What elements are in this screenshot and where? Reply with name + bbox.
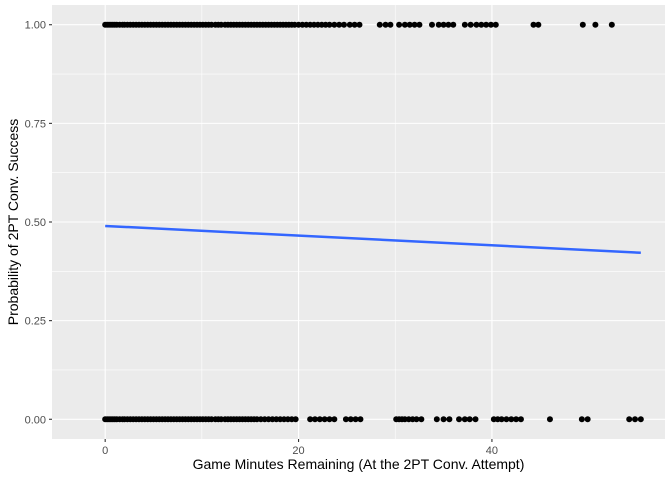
data-point bbox=[387, 21, 394, 28]
data-point bbox=[608, 21, 615, 28]
data-points bbox=[102, 21, 644, 423]
x-axis: 0 20 40 bbox=[102, 439, 498, 457]
data-point bbox=[578, 416, 585, 423]
y-tick-label: 0.00 bbox=[25, 414, 46, 426]
data-point bbox=[440, 21, 447, 28]
y-tick-label: 0.50 bbox=[25, 217, 46, 229]
data-point bbox=[356, 21, 363, 28]
data-point bbox=[401, 21, 408, 28]
data-point bbox=[433, 416, 440, 423]
data-point bbox=[382, 21, 389, 28]
data-point bbox=[292, 416, 299, 423]
data-point bbox=[517, 416, 524, 423]
data-point bbox=[445, 21, 452, 28]
data-point bbox=[340, 21, 347, 28]
data-point bbox=[351, 21, 358, 28]
data-point bbox=[307, 416, 314, 423]
y-tick-label: 1.00 bbox=[25, 20, 46, 32]
data-point bbox=[357, 416, 364, 423]
data-point bbox=[530, 21, 537, 28]
data-point bbox=[336, 21, 343, 28]
data-point bbox=[584, 416, 591, 423]
y-axis: 0.00 0.25 0.50 0.75 1.00 bbox=[25, 20, 52, 426]
data-point bbox=[413, 416, 420, 423]
data-point bbox=[450, 21, 457, 28]
data-point bbox=[456, 416, 463, 423]
data-point bbox=[376, 21, 383, 28]
data-point bbox=[342, 416, 349, 423]
data-point bbox=[546, 416, 553, 423]
data-point bbox=[492, 21, 499, 28]
data-point bbox=[483, 21, 490, 28]
data-point bbox=[626, 416, 633, 423]
data-point bbox=[321, 416, 328, 423]
x-tick-label: 20 bbox=[292, 445, 304, 457]
y-axis-title: Probability of 2PT Conv. Success bbox=[5, 119, 21, 325]
data-point bbox=[466, 416, 473, 423]
data-point bbox=[331, 416, 338, 423]
data-point bbox=[440, 416, 447, 423]
data-point bbox=[446, 416, 453, 423]
data-point bbox=[467, 21, 474, 28]
data-point bbox=[396, 21, 403, 28]
data-point bbox=[478, 21, 485, 28]
data-point bbox=[418, 416, 425, 423]
data-point bbox=[411, 21, 418, 28]
data-point bbox=[487, 21, 494, 28]
data-point bbox=[508, 416, 515, 423]
data-point bbox=[326, 21, 333, 28]
data-point bbox=[592, 21, 599, 28]
data-point bbox=[428, 21, 435, 28]
x-tick-label: 40 bbox=[486, 445, 498, 457]
data-point bbox=[472, 416, 479, 423]
data-point bbox=[632, 416, 639, 423]
fit-line bbox=[105, 224, 641, 255]
data-point bbox=[326, 416, 333, 423]
data-point bbox=[498, 416, 505, 423]
x-tick-label: 0 bbox=[102, 445, 108, 457]
y-tick-label: 0.25 bbox=[25, 316, 46, 328]
data-point bbox=[316, 416, 323, 423]
data-point bbox=[416, 21, 423, 28]
data-point bbox=[346, 21, 353, 28]
data-point bbox=[461, 416, 468, 423]
data-point bbox=[535, 21, 542, 28]
x-axis-title: Game Minutes Remaining (At the 2PT Conv.… bbox=[193, 456, 525, 472]
data-point bbox=[637, 416, 644, 423]
data-point bbox=[435, 21, 442, 28]
data-point bbox=[311, 416, 318, 423]
fit-line-group bbox=[105, 224, 641, 255]
data-point bbox=[352, 416, 359, 423]
data-point bbox=[331, 21, 338, 28]
y-tick-label: 0.75 bbox=[25, 118, 46, 130]
data-point bbox=[473, 21, 480, 28]
data-point bbox=[579, 21, 586, 28]
data-point bbox=[513, 416, 520, 423]
data-point bbox=[461, 21, 468, 28]
data-point bbox=[347, 416, 354, 423]
data-point bbox=[406, 21, 413, 28]
data-point bbox=[503, 416, 510, 423]
